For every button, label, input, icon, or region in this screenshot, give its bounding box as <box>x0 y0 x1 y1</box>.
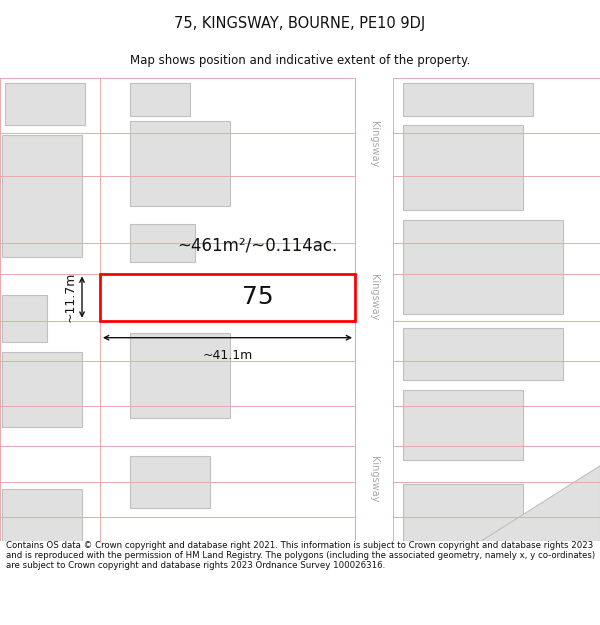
Bar <box>2 295 47 343</box>
Bar <box>2 489 82 541</box>
Bar <box>130 333 230 418</box>
Text: Contains OS data © Crown copyright and database right 2021. This information is : Contains OS data © Crown copyright and d… <box>6 541 595 571</box>
Text: ~41.1m: ~41.1m <box>202 349 253 362</box>
Bar <box>403 328 563 380</box>
Bar <box>130 224 195 262</box>
Polygon shape <box>480 465 600 541</box>
Bar <box>403 126 523 210</box>
Bar <box>130 456 210 508</box>
Text: 75: 75 <box>242 285 274 309</box>
Text: ~11.7m: ~11.7m <box>64 272 77 322</box>
Bar <box>403 83 533 116</box>
Bar <box>130 121 230 206</box>
Text: Kingsway: Kingsway <box>369 274 379 320</box>
Bar <box>5 83 85 126</box>
Text: Kingsway: Kingsway <box>369 121 379 168</box>
Text: Map shows position and indicative extent of the property.: Map shows position and indicative extent… <box>130 54 470 68</box>
Bar <box>100 274 355 321</box>
Text: Kingsway: Kingsway <box>369 456 379 503</box>
Text: ~461m²/~0.114ac.: ~461m²/~0.114ac. <box>178 236 338 254</box>
Text: 75, KINGSWAY, BOURNE, PE10 9DJ: 75, KINGSWAY, BOURNE, PE10 9DJ <box>175 16 425 31</box>
Bar <box>403 220 563 314</box>
Bar <box>403 484 523 541</box>
Bar <box>130 83 190 116</box>
Bar <box>403 389 523 461</box>
Bar <box>2 135 82 258</box>
Bar <box>2 352 82 428</box>
